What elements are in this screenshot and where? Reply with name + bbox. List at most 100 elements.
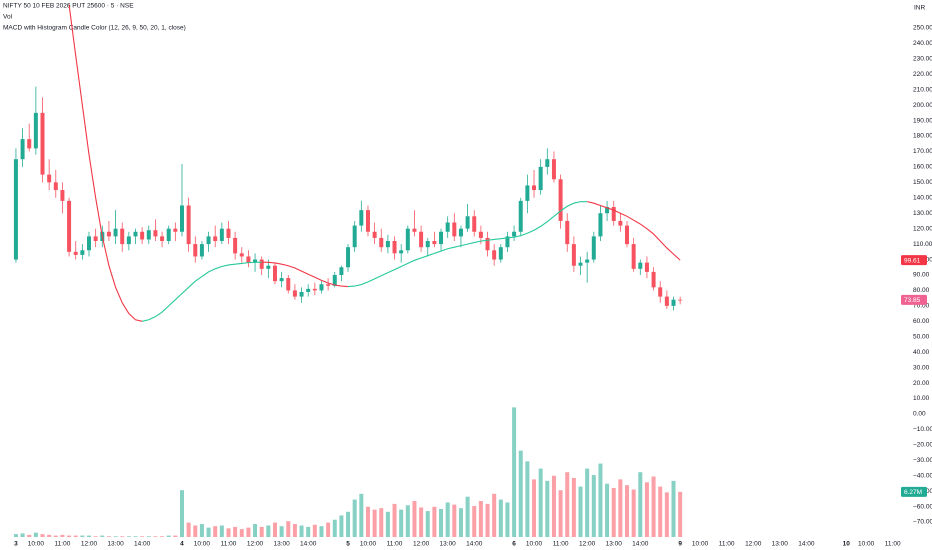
volume-bar [166, 535, 171, 537]
volume-bar [219, 525, 224, 537]
volume-bar [332, 519, 337, 537]
currency-label: INR [914, 5, 926, 12]
volume-bar [618, 479, 623, 537]
candle-body [512, 231, 517, 237]
x-tick-label: 12:00 [413, 541, 430, 548]
candle-body [193, 244, 198, 257]
volume-bar [73, 535, 78, 537]
x-tick-label: 10:00 [526, 541, 543, 548]
x-tick-label: 12:00 [247, 541, 264, 548]
volume-bar [492, 493, 497, 537]
candle-body [492, 250, 497, 260]
candle-body [658, 287, 663, 297]
volume-bar [651, 476, 656, 537]
last-volume-bg [901, 486, 927, 497]
volume-bar [545, 480, 550, 537]
volume-bar [392, 503, 397, 537]
candle-body [140, 231, 145, 240]
candle-body [106, 231, 111, 237]
x-tick-label: 13:00 [107, 541, 124, 548]
candle-body [80, 250, 85, 255]
volume-bar [133, 536, 138, 537]
candle-body [319, 284, 324, 291]
y-tick-label: −10.00 [913, 426, 932, 433]
x-tick-label: 11:00 [221, 541, 237, 548]
volume-bar [565, 472, 570, 537]
volume-bar [518, 450, 523, 537]
x-tick-label: 14:00 [798, 541, 815, 548]
candle-body [53, 182, 58, 191]
candle-body [545, 159, 550, 167]
volume-bar [93, 536, 98, 537]
volume-bar [199, 524, 204, 537]
candle-body [352, 225, 357, 248]
candle-body [120, 228, 125, 245]
volume-bar [246, 527, 251, 537]
y-tick-label: 180.00 [913, 133, 932, 140]
volume-bar [365, 506, 370, 537]
x-tick-label: 10:00 [858, 541, 875, 548]
volume-bar [326, 522, 331, 537]
candle-body [625, 225, 630, 245]
x-tick-label: 10 [843, 541, 851, 548]
volume-bar [346, 511, 351, 537]
volume-bar [359, 493, 364, 537]
last-volume: 6.27M [904, 489, 922, 496]
candle-body [465, 216, 470, 229]
candle-body [179, 205, 184, 232]
candle-body [478, 231, 483, 238]
volume-bar [412, 501, 417, 537]
volume-bar [432, 506, 437, 537]
candle-body [452, 222, 457, 237]
candle-body [565, 220, 570, 245]
candle-body [372, 231, 377, 238]
candle-body [206, 236, 211, 245]
last-price: 73.85 [904, 297, 921, 304]
candle-body [133, 231, 138, 237]
x-tick-label: 10:00 [194, 541, 211, 548]
x-tick-label: 11:00 [719, 541, 735, 548]
volume-bar [13, 534, 18, 537]
volume-bar [292, 524, 297, 537]
candle-body [392, 241, 397, 254]
candle-body [279, 278, 284, 282]
x-tick-label: 3 [14, 541, 18, 548]
candle-body [631, 244, 636, 269]
x-tick-label: 6 [512, 541, 516, 548]
volume-bar [419, 507, 424, 537]
volume-bar [140, 536, 145, 537]
volume-bar [605, 483, 610, 537]
last-price-bg [901, 294, 927, 305]
y-tick-label: 190.00 [913, 117, 932, 124]
candle-body [239, 253, 244, 257]
volume-bar [399, 509, 404, 537]
volume-bar [27, 534, 32, 537]
candle-body [498, 247, 503, 260]
candle-body [306, 288, 311, 292]
y-tick-label: 80.00 [913, 287, 930, 294]
volume-bar [578, 486, 583, 537]
x-tick-label: 13:00 [772, 541, 789, 548]
y-tick-label: 130.00 [913, 210, 932, 217]
ma-last-value-bg [901, 255, 927, 266]
y-tick-label: −30.00 [913, 457, 932, 464]
candle-body [40, 112, 45, 175]
ma-line [68, 4, 143, 322]
ma-line [348, 201, 588, 288]
y-tick-label: −20.00 [913, 442, 932, 449]
volume-bar [226, 528, 231, 537]
candle-body [379, 237, 384, 248]
volume-bar [239, 529, 244, 537]
x-tick-label: 13:00 [440, 541, 457, 548]
candle-body [346, 247, 351, 268]
volume-bar [113, 536, 118, 537]
volume-bar [625, 485, 630, 537]
candle-body [272, 265, 277, 282]
ma-line [587, 201, 681, 261]
candle-body [585, 259, 590, 263]
candle-body [651, 271, 656, 288]
volume-bar [306, 526, 311, 537]
ma-last-value: 99.61 [904, 257, 921, 264]
volume-bar [100, 535, 105, 537]
y-tick-label: 20.00 [913, 380, 930, 387]
